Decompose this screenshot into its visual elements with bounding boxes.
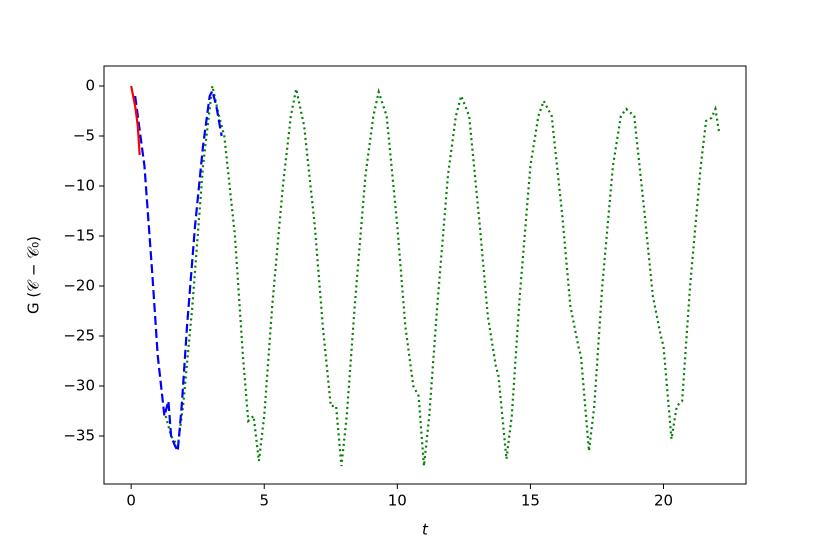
x-tick-label: 20 bbox=[654, 492, 673, 510]
x-tick-label: 5 bbox=[259, 492, 269, 510]
x-axis-label: t bbox=[422, 521, 429, 539]
y-tick-label: −35 bbox=[63, 427, 95, 445]
series-line bbox=[134, 88, 223, 455]
x-tick-label: 0 bbox=[126, 492, 136, 510]
y-tick-label: −30 bbox=[63, 377, 95, 395]
y-tick-label: −10 bbox=[63, 177, 95, 195]
y-tick-label: 0 bbox=[85, 77, 95, 95]
y-axis-label: G (𝒞 − 𝒞₀) bbox=[25, 236, 43, 314]
y-tick-label: −20 bbox=[63, 277, 95, 295]
plot-frame bbox=[103, 65, 747, 485]
x-tick-label: 10 bbox=[388, 492, 407, 510]
x-tick-label: 15 bbox=[521, 492, 540, 510]
y-tick-label: −5 bbox=[73, 127, 95, 145]
y-tick-label: −15 bbox=[63, 227, 95, 245]
series-line bbox=[130, 85, 141, 156]
y-tick-label: −25 bbox=[63, 327, 95, 345]
series-line bbox=[164, 85, 721, 467]
